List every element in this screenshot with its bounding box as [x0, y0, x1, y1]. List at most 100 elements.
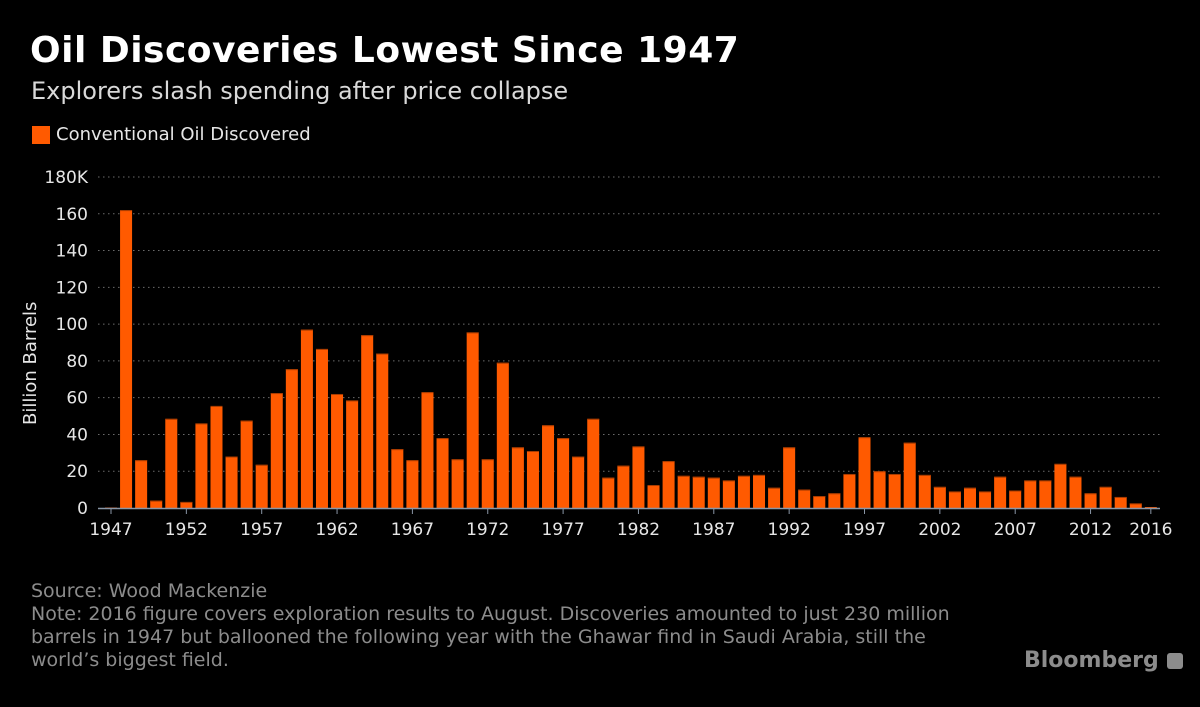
bar-top-edge [737, 475, 750, 477]
x-tick-label: 2016 [1129, 520, 1172, 540]
bar-2011 [1069, 476, 1082, 508]
bar-1977 [557, 438, 570, 508]
bar-2016 [1144, 507, 1157, 508]
bar-top-edge [361, 335, 374, 337]
bar-2009 [1039, 480, 1052, 508]
bar-2000 [903, 442, 916, 508]
bar-top-edge [195, 423, 208, 425]
bar-1996 [843, 473, 856, 508]
bar-1952 [180, 501, 193, 508]
bar-1957 [255, 464, 268, 508]
bar-top-edge [210, 405, 223, 407]
bar-top-edge [873, 471, 886, 473]
bar-1981 [617, 465, 630, 508]
bar-top-edge [903, 442, 916, 444]
bar-1968 [421, 392, 434, 508]
bar-top-edge [120, 210, 133, 212]
bar-top-edge [451, 459, 464, 461]
bar-1966 [391, 449, 404, 508]
bar-1970 [451, 459, 464, 508]
y-tick-label: 160 [56, 205, 88, 225]
bar-1984 [662, 461, 675, 508]
y-tick-label: 140 [56, 242, 88, 262]
bar-top-edge [376, 353, 389, 355]
bar-top-edge [888, 473, 901, 475]
bar-top-edge [150, 500, 163, 502]
bar-top-edge [753, 474, 766, 476]
bar-1995 [828, 493, 841, 508]
bar-top-edge [933, 486, 946, 488]
bar-1978 [572, 456, 585, 508]
y-tick-label: 0 [77, 499, 88, 519]
bloomberg-logo: Bloomberg [1024, 648, 1183, 673]
bar-top-edge [542, 425, 555, 427]
bar-top-edge [707, 477, 720, 479]
bar-1979 [587, 418, 600, 508]
bar-top-edge [481, 459, 494, 461]
chart-subtitle: Explorers slash spending after price col… [31, 77, 569, 105]
bar-1972 [481, 459, 494, 508]
bar-top-edge [511, 447, 524, 449]
bar-top-edge [1084, 493, 1097, 495]
bar-2008 [1024, 480, 1037, 508]
bars [105, 210, 1157, 508]
logo-text: Bloomberg [1024, 648, 1159, 673]
bar-top-edge [1114, 496, 1127, 498]
bar-top-edge [557, 438, 570, 440]
bar-top-edge [1099, 486, 1112, 488]
bar-top-edge [496, 362, 509, 364]
bar-top-edge [135, 460, 148, 462]
bar-1960 [300, 329, 313, 508]
footnote: Note: 2016 figure covers exploration res… [31, 603, 950, 671]
bar-top-edge [843, 473, 856, 475]
footer: Source: Wood Mackenzie Note: 2016 figure… [31, 580, 991, 672]
bar-top-edge [180, 501, 193, 503]
bar-1948 [120, 210, 133, 508]
bar-top-edge [391, 449, 404, 451]
legend-swatch [32, 125, 50, 144]
bar-top-edge [602, 477, 615, 479]
bar-1983 [647, 485, 660, 508]
bar-1975 [526, 450, 539, 508]
bar-1980 [602, 477, 615, 508]
bar-1956 [240, 420, 253, 508]
bar-1965 [376, 353, 389, 508]
bar-1982 [632, 446, 645, 508]
bar-2005 [979, 491, 992, 508]
bar-2012 [1084, 493, 1097, 508]
bar-top-edge [421, 392, 434, 394]
bar-top-edge [617, 465, 630, 467]
bar-top-edge [677, 475, 690, 477]
bar-1953 [195, 423, 208, 508]
y-tick-label: 100 [56, 315, 88, 335]
bar-top-edge [768, 487, 781, 489]
bar-2006 [994, 476, 1007, 508]
bar-2015 [1129, 503, 1142, 508]
bar-top-edge [255, 464, 268, 466]
bar-top-edge [436, 438, 449, 440]
bar-1994 [813, 496, 826, 508]
bar-2014 [1114, 496, 1127, 508]
bar-2013 [1099, 486, 1112, 508]
bloomberg-logo-icon [1166, 652, 1183, 669]
bar-1962 [331, 393, 344, 508]
bar-top-edge [1054, 463, 1067, 465]
bar-top-edge [331, 393, 344, 395]
x-tick-label: 1977 [541, 520, 584, 540]
bar-1985 [677, 475, 690, 508]
bar-2010 [1054, 463, 1067, 508]
bar-2002 [933, 486, 946, 508]
bar-1987 [707, 477, 720, 508]
bar-top-edge [270, 393, 283, 395]
bar-top-edge [1069, 476, 1082, 478]
bar-top-edge [783, 447, 796, 449]
bar-top-edge [722, 480, 735, 482]
bar-top-edge [165, 418, 178, 420]
bar-1988 [722, 480, 735, 508]
bar-top-edge [647, 485, 660, 487]
bar-top-edge [994, 476, 1007, 478]
bar-1997 [858, 437, 871, 508]
bar-1993 [798, 489, 811, 508]
x-tick-label: 1947 [89, 520, 132, 540]
